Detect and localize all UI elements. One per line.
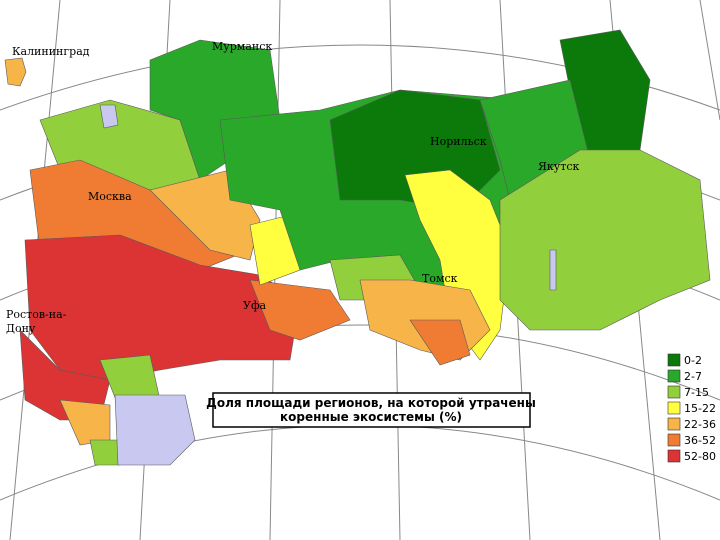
legend-swatch [667,417,681,431]
caption-line: Доля площади регионов, на которой утраче… [206,396,536,410]
city-label: Норильск [430,135,487,148]
city-label: Уфа [243,299,267,312]
region [59,399,111,446]
city-label: Дону [6,322,36,335]
legend-swatch [667,449,681,463]
legend-label: 7-15 [684,386,709,399]
legend-swatch [667,369,681,383]
legend-label: 2-7 [684,370,702,383]
cities: Калининград Мурманск Норильск Якутск Мос… [6,40,579,335]
legend-label: 52-80 [684,450,716,463]
city-label: Москва [88,190,132,203]
legend-swatch [667,353,681,367]
legend-label: 22-36 [684,418,716,431]
region [4,57,27,87]
region [409,319,471,366]
city-label: Якутск [538,160,579,173]
caption-line: коренные экосистемы (%) [280,410,462,424]
region [24,234,301,381]
legend-label: 0-2 [684,354,702,367]
region [249,279,351,341]
legend-swatch [667,433,681,447]
city-label: Мурманск [212,40,272,53]
legend-label: 15-22 [684,402,716,415]
caption: Доля площади регионов, на которой утраче… [206,392,536,428]
legend-swatch [667,385,681,399]
regions [4,29,711,466]
city-label: Томск [422,272,458,285]
region [89,439,121,466]
legend: 0-2 2-7 7-15 15-22 22-36 36-52 52-80 [667,353,716,463]
city-label: Калининград [12,45,90,58]
legend-label: 36-52 [684,434,716,447]
caption-box [212,392,531,428]
legend-swatch [667,401,681,415]
city-label: Ростов-на- [6,308,67,321]
region [404,169,511,361]
